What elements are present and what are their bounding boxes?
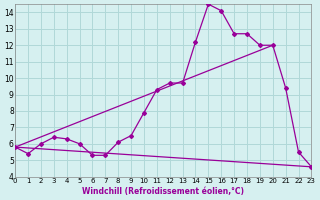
X-axis label: Windchill (Refroidissement éolien,°C): Windchill (Refroidissement éolien,°C): [82, 187, 244, 196]
